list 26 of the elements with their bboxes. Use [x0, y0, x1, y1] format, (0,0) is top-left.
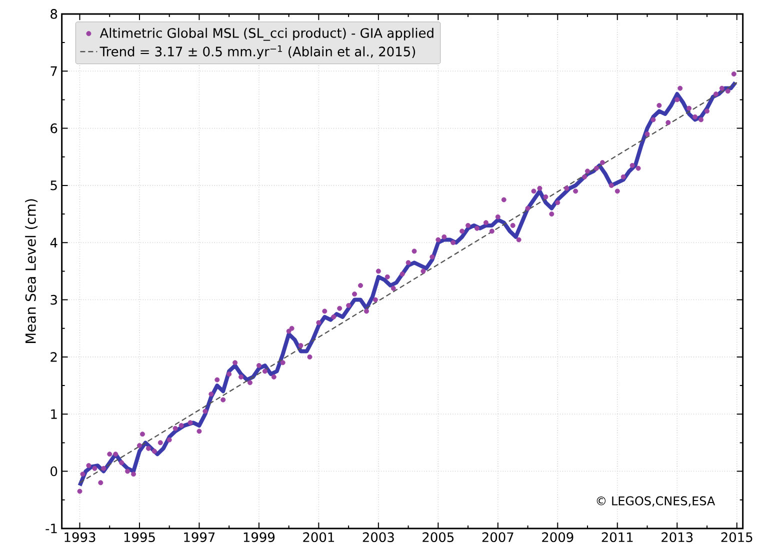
y-tick-label: 1: [51, 409, 57, 419]
y-tick-label: 3: [50, 294, 57, 305]
y-tick-label: 0: [50, 466, 58, 476]
legend-label: Trend = 3.17 ± 0.5 mm.yr$^{−1}$ (Ablain et al., 2015): [100, 45, 416, 59]
y-tick-label: 2: [50, 352, 57, 362]
x-tick-label: 2009: [542, 532, 574, 542]
x-tick-label: 2011: [602, 532, 633, 542]
x-tick-label: 2001: [303, 532, 334, 542]
y-tick-label: 8: [50, 8, 58, 19]
y-tick-label: 7: [50, 66, 57, 76]
x-tick-label: 2007: [482, 532, 514, 542]
x-tick-label: 2015: [721, 532, 752, 542]
x-tick-label: 1999: [244, 532, 275, 542]
y-tick-label: 6: [50, 123, 58, 134]
annotation: © LEGOS,CNES,ESA: [596, 496, 716, 506]
x-tick-label: 1997: [184, 532, 215, 542]
legend-label: Altimetric Global MSL (SL_cci product) - GIA applied: [100, 28, 434, 41]
y-tick-label: 4: [50, 238, 58, 248]
x-tick-label: 2013: [662, 532, 693, 542]
y-tick-label: -1: [46, 524, 57, 533]
x-tick-label: 1995: [124, 532, 155, 542]
x-tick-label: 2005: [422, 532, 454, 542]
x-tick-label: 2003: [362, 532, 394, 542]
x-tick-label: 1993: [64, 532, 96, 542]
y-tick-label: 5: [50, 180, 57, 190]
y-axis-title: Mean Sea Level (cm): [25, 199, 38, 343]
